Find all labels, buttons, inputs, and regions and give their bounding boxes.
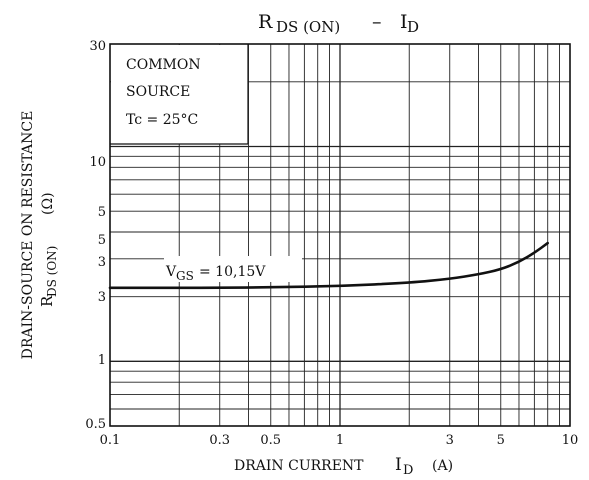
series-label: V GS = 10,15V (164, 256, 302, 283)
x-axis-label-unit: (A) (432, 458, 453, 474)
x-tick-label-2: 0.5 (260, 433, 281, 448)
x-tick-label-5: 5 (497, 433, 505, 448)
series-line-vgs (108, 241, 549, 290)
x-tick-label-4: 3 (446, 433, 454, 448)
y-tick-label-3: 3 (98, 255, 106, 270)
y-axis-label-text: DRAIN-SOURCE ON RESISTANCE (20, 111, 36, 360)
y-tick-label-5: 5 (98, 205, 106, 220)
y-tick-label-1: 1 (98, 353, 106, 368)
y-axis-label-2-sub: DS (ON) (45, 246, 59, 297)
x-tick-label-6: 10 (562, 433, 579, 448)
y-tick-label-4: 5 (98, 233, 106, 248)
x-tick-label-3: 1 (336, 433, 344, 448)
condition-line-2: SOURCE (126, 84, 190, 100)
series-label-rest: = 10,15V (199, 264, 266, 280)
series-label-main: V (165, 264, 177, 280)
chart-title: R DS (ON) – I D (258, 11, 419, 36)
x-tick-label-0: 0.1 (100, 433, 121, 448)
series-label-bg (164, 256, 302, 282)
y-axis-label-2-unit: (Ω) (40, 192, 56, 215)
title-sub1: DS (ON) (276, 18, 340, 36)
x-axis-label-symbol: I (395, 455, 402, 475)
title-dash: – (372, 11, 382, 33)
y-tick-labels: 0.5 1 3 3 5 5 10 30 (85, 39, 106, 432)
x-axis-label-text: DRAIN CURRENT (234, 458, 364, 474)
x-axis-label-sub: D (403, 463, 413, 478)
condition-line-3: Tc = 25°C (126, 112, 198, 128)
y-tick-label-2: 3 (98, 290, 106, 305)
series-label-sub: GS (176, 269, 194, 283)
plot-grid (110, 44, 570, 426)
title-main: R (258, 11, 273, 33)
condition-box-bg (111, 45, 248, 144)
y-tick-label-6: 10 (89, 155, 106, 170)
condition-line-1: COMMON (126, 57, 201, 73)
title-sub2: D (407, 18, 419, 36)
y-tick-label-0: 0.5 (85, 417, 106, 432)
x-axis-label: DRAIN CURRENT I D (A) (234, 455, 453, 478)
condition-box: COMMON SOURCE Tc = 25°C (110, 44, 249, 145)
title-main2: I (400, 11, 408, 33)
y-axis-label: DRAIN-SOURCE ON RESISTANCE (20, 111, 36, 360)
y-tick-label-7: 30 (89, 39, 106, 54)
y-axis-label-2-main: R (38, 295, 56, 307)
x-tick-label-1: 0.3 (209, 433, 230, 448)
y-axis-label-2: R DS (ON) (Ω) (38, 192, 59, 307)
plot-frame (109, 43, 571, 427)
x-tick-labels: 0.1 0.3 0.5 1 3 5 10 (100, 433, 579, 448)
